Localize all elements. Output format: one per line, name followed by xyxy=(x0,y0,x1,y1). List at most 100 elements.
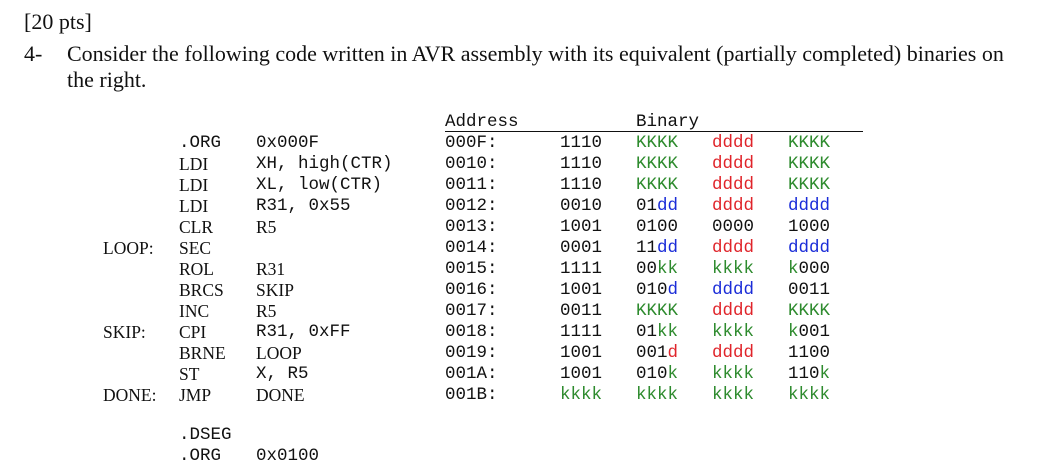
binary-bits: 001 xyxy=(798,322,831,342)
binary-bits: 1111 xyxy=(560,259,603,279)
binary-bits: KKKK xyxy=(636,154,679,174)
binary-bits: k xyxy=(788,322,799,342)
address-cell: 001B: xyxy=(445,385,498,405)
binary-bits: 1001 xyxy=(560,343,603,363)
address-cell: 0012: xyxy=(445,196,498,216)
binary-nibble: dddd xyxy=(712,343,754,364)
binary-nibble: 1001 xyxy=(560,217,602,238)
binary-nibble: 1001 xyxy=(560,364,602,385)
binary-nibble: KKKK xyxy=(636,301,678,322)
code-arg: DONE xyxy=(256,385,305,405)
binary-nibble: 0010 xyxy=(560,196,602,217)
binary-bits: dddd xyxy=(788,238,831,258)
code-arg: R31 xyxy=(256,259,286,279)
binary-nibble: 1110 xyxy=(560,133,602,154)
binary-nibble: KKKK xyxy=(788,301,830,322)
code-op: CPI xyxy=(179,322,207,342)
binary-bits: kk xyxy=(657,322,679,342)
binary-nibble: dddd xyxy=(712,196,754,217)
binary-bits: 1100 xyxy=(788,343,831,363)
binary-bits: 00 xyxy=(636,259,658,279)
binary-nibble: KKKK xyxy=(788,154,830,175)
binary-bits: d xyxy=(667,280,679,300)
binary-nibble: 1111 xyxy=(560,322,602,343)
binary-bits: kkkk xyxy=(636,385,679,405)
binary-bits: 000 xyxy=(798,259,831,279)
code-op: .DSEG xyxy=(179,425,232,445)
binary-bits: dd xyxy=(657,196,679,216)
question-number: 4- xyxy=(24,41,43,66)
binary-bits: 110 xyxy=(788,364,820,384)
binary-bits: kkkk xyxy=(712,385,755,405)
address-cell: 0017: xyxy=(445,301,498,321)
binary-nibble: 110k xyxy=(788,364,830,385)
code-arg: 0x0100 xyxy=(256,446,320,466)
binary-bits: dddd xyxy=(788,196,831,216)
binary-bits: dddd xyxy=(712,133,755,153)
question-text: Consider the following code written in A… xyxy=(67,41,1004,92)
binary-nibble: 1111 xyxy=(560,259,602,280)
code-op: .ORG xyxy=(179,446,222,466)
code-arg: R5 xyxy=(256,301,277,321)
binary-nibble: KKKK xyxy=(636,175,678,196)
binary-bits: KKKK xyxy=(788,301,831,321)
binary-bits: 1000 xyxy=(788,217,831,237)
binary-bits: dddd xyxy=(712,301,755,321)
binary-bits: kkkk xyxy=(560,385,603,405)
address-cell: 0019: xyxy=(445,343,498,363)
binary-bits: 11 xyxy=(636,238,658,258)
code-op: ROL xyxy=(179,259,214,279)
binary-bits: d xyxy=(667,343,679,363)
binary-nibble: 1110 xyxy=(560,175,602,196)
binary-nibble: kkkk xyxy=(712,259,754,280)
header-underline xyxy=(445,131,863,132)
binary-bits: kkkk xyxy=(712,259,755,279)
binary-nibble: kkkk xyxy=(712,364,754,385)
binary-bits: 1001 xyxy=(560,217,603,237)
address-cell: 0015: xyxy=(445,259,498,279)
binary-nibble: 1001 xyxy=(560,280,602,301)
binary-bits: KKKK xyxy=(636,301,679,321)
binary-nibble: 1000 xyxy=(788,217,830,238)
binary-bits: 1110 xyxy=(560,175,603,195)
binary-nibble: dddd xyxy=(712,154,754,175)
binary-bits: 0011 xyxy=(788,280,831,300)
binary-bits: KKKK xyxy=(788,154,831,174)
binary-nibble: kkkk xyxy=(788,385,830,406)
binary-bits: 01 xyxy=(636,196,658,216)
binary-nibble: KKKK xyxy=(636,133,678,154)
binary-nibble: KKKK xyxy=(788,133,830,154)
binary-nibble: 11dd xyxy=(636,238,678,259)
binary-bits: kkkk xyxy=(788,385,831,405)
binary-nibble: dddd xyxy=(712,301,754,322)
code-arg: XH, high(CTR) xyxy=(256,154,393,174)
code-arg: R5 xyxy=(256,217,277,237)
code-op: JMP xyxy=(179,385,212,405)
binary-nibble: dddd xyxy=(712,238,754,259)
binary-bits: dddd xyxy=(712,238,755,258)
binary-nibble: dddd xyxy=(788,238,830,259)
binary-bits: dddd xyxy=(712,343,755,363)
binary-bits: 0100 xyxy=(636,217,679,237)
code-op: LDI xyxy=(179,154,209,174)
code-arg: LOOP xyxy=(256,343,302,363)
binary-nibble: 010k xyxy=(636,364,678,385)
binary-bits: 0010 xyxy=(560,196,603,216)
binary-bits: kkkk xyxy=(712,322,755,342)
binary-bits: 1111 xyxy=(560,322,603,342)
binary-bits: KKKK xyxy=(788,175,831,195)
binary-nibble: 0001 xyxy=(560,238,602,259)
binary-bits: k xyxy=(788,259,799,279)
code-op: ST xyxy=(179,364,200,384)
binary-nibble: KKKK xyxy=(636,154,678,175)
binary-bits: 010 xyxy=(636,364,668,384)
address-cell: 0018: xyxy=(445,322,498,342)
binary-bits: 1110 xyxy=(560,154,603,174)
binary-bits: kk xyxy=(657,259,679,279)
binary-nibble: 0100 xyxy=(636,217,678,238)
code-arg: XL, low(CTR) xyxy=(256,175,383,195)
binary-bits: dddd xyxy=(712,196,755,216)
binary-bits: KKKK xyxy=(636,175,679,195)
binary-bits: kkkk xyxy=(712,364,755,384)
binary-bits: 1001 xyxy=(560,280,603,300)
